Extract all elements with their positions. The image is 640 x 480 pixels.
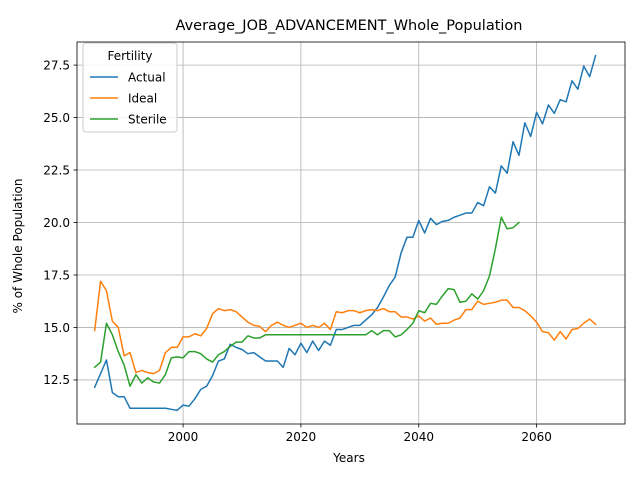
series-line-actual — [93, 54, 597, 412]
legend-items: Actual Ideal Sterile — [90, 70, 167, 126]
legend: Fertility Actual Ideal Sterile — [82, 42, 178, 133]
legend-label-ideal: Ideal — [128, 91, 157, 105]
plot-area-frame — [76, 41, 626, 425]
y-tick-label: 17.5 — [43, 268, 70, 282]
y-axis-ticks: 12.5 15.0 17.5 20.0 22.5 25.0 27.5 — [43, 58, 77, 387]
legend-label-sterile: Sterile — [128, 112, 167, 126]
series-line-sterile — [93, 216, 520, 387]
x-axis-ticks: 2000 2020 2040 2060 — [168, 424, 552, 444]
x-tick-label: 2040 — [403, 430, 434, 444]
x-tick-label: 2060 — [521, 430, 552, 444]
legend-title: Fertility — [107, 49, 152, 63]
y-tick-label: 25.0 — [43, 111, 70, 125]
x-axis-label: Years — [332, 451, 365, 465]
grid — [77, 42, 625, 424]
x-tick-label: 2020 — [286, 430, 317, 444]
y-axis-label: % of Whole Population — [11, 179, 25, 314]
y-tick-label: 12.5 — [43, 373, 70, 387]
legend-label-actual: Actual — [128, 70, 166, 84]
chart-title: Average_JOB_ADVANCEMENT_Whole_Population — [176, 18, 523, 34]
y-tick-label: 20.0 — [43, 216, 70, 230]
x-tick-label: 2000 — [168, 430, 199, 444]
y-tick-label: 15.0 — [43, 321, 70, 335]
series-line-ideal — [93, 280, 597, 375]
legend-box — [82, 42, 178, 133]
y-tick-label: 27.5 — [43, 58, 70, 72]
series-lines — [93, 54, 597, 412]
y-tick-label: 22.5 — [43, 163, 70, 177]
